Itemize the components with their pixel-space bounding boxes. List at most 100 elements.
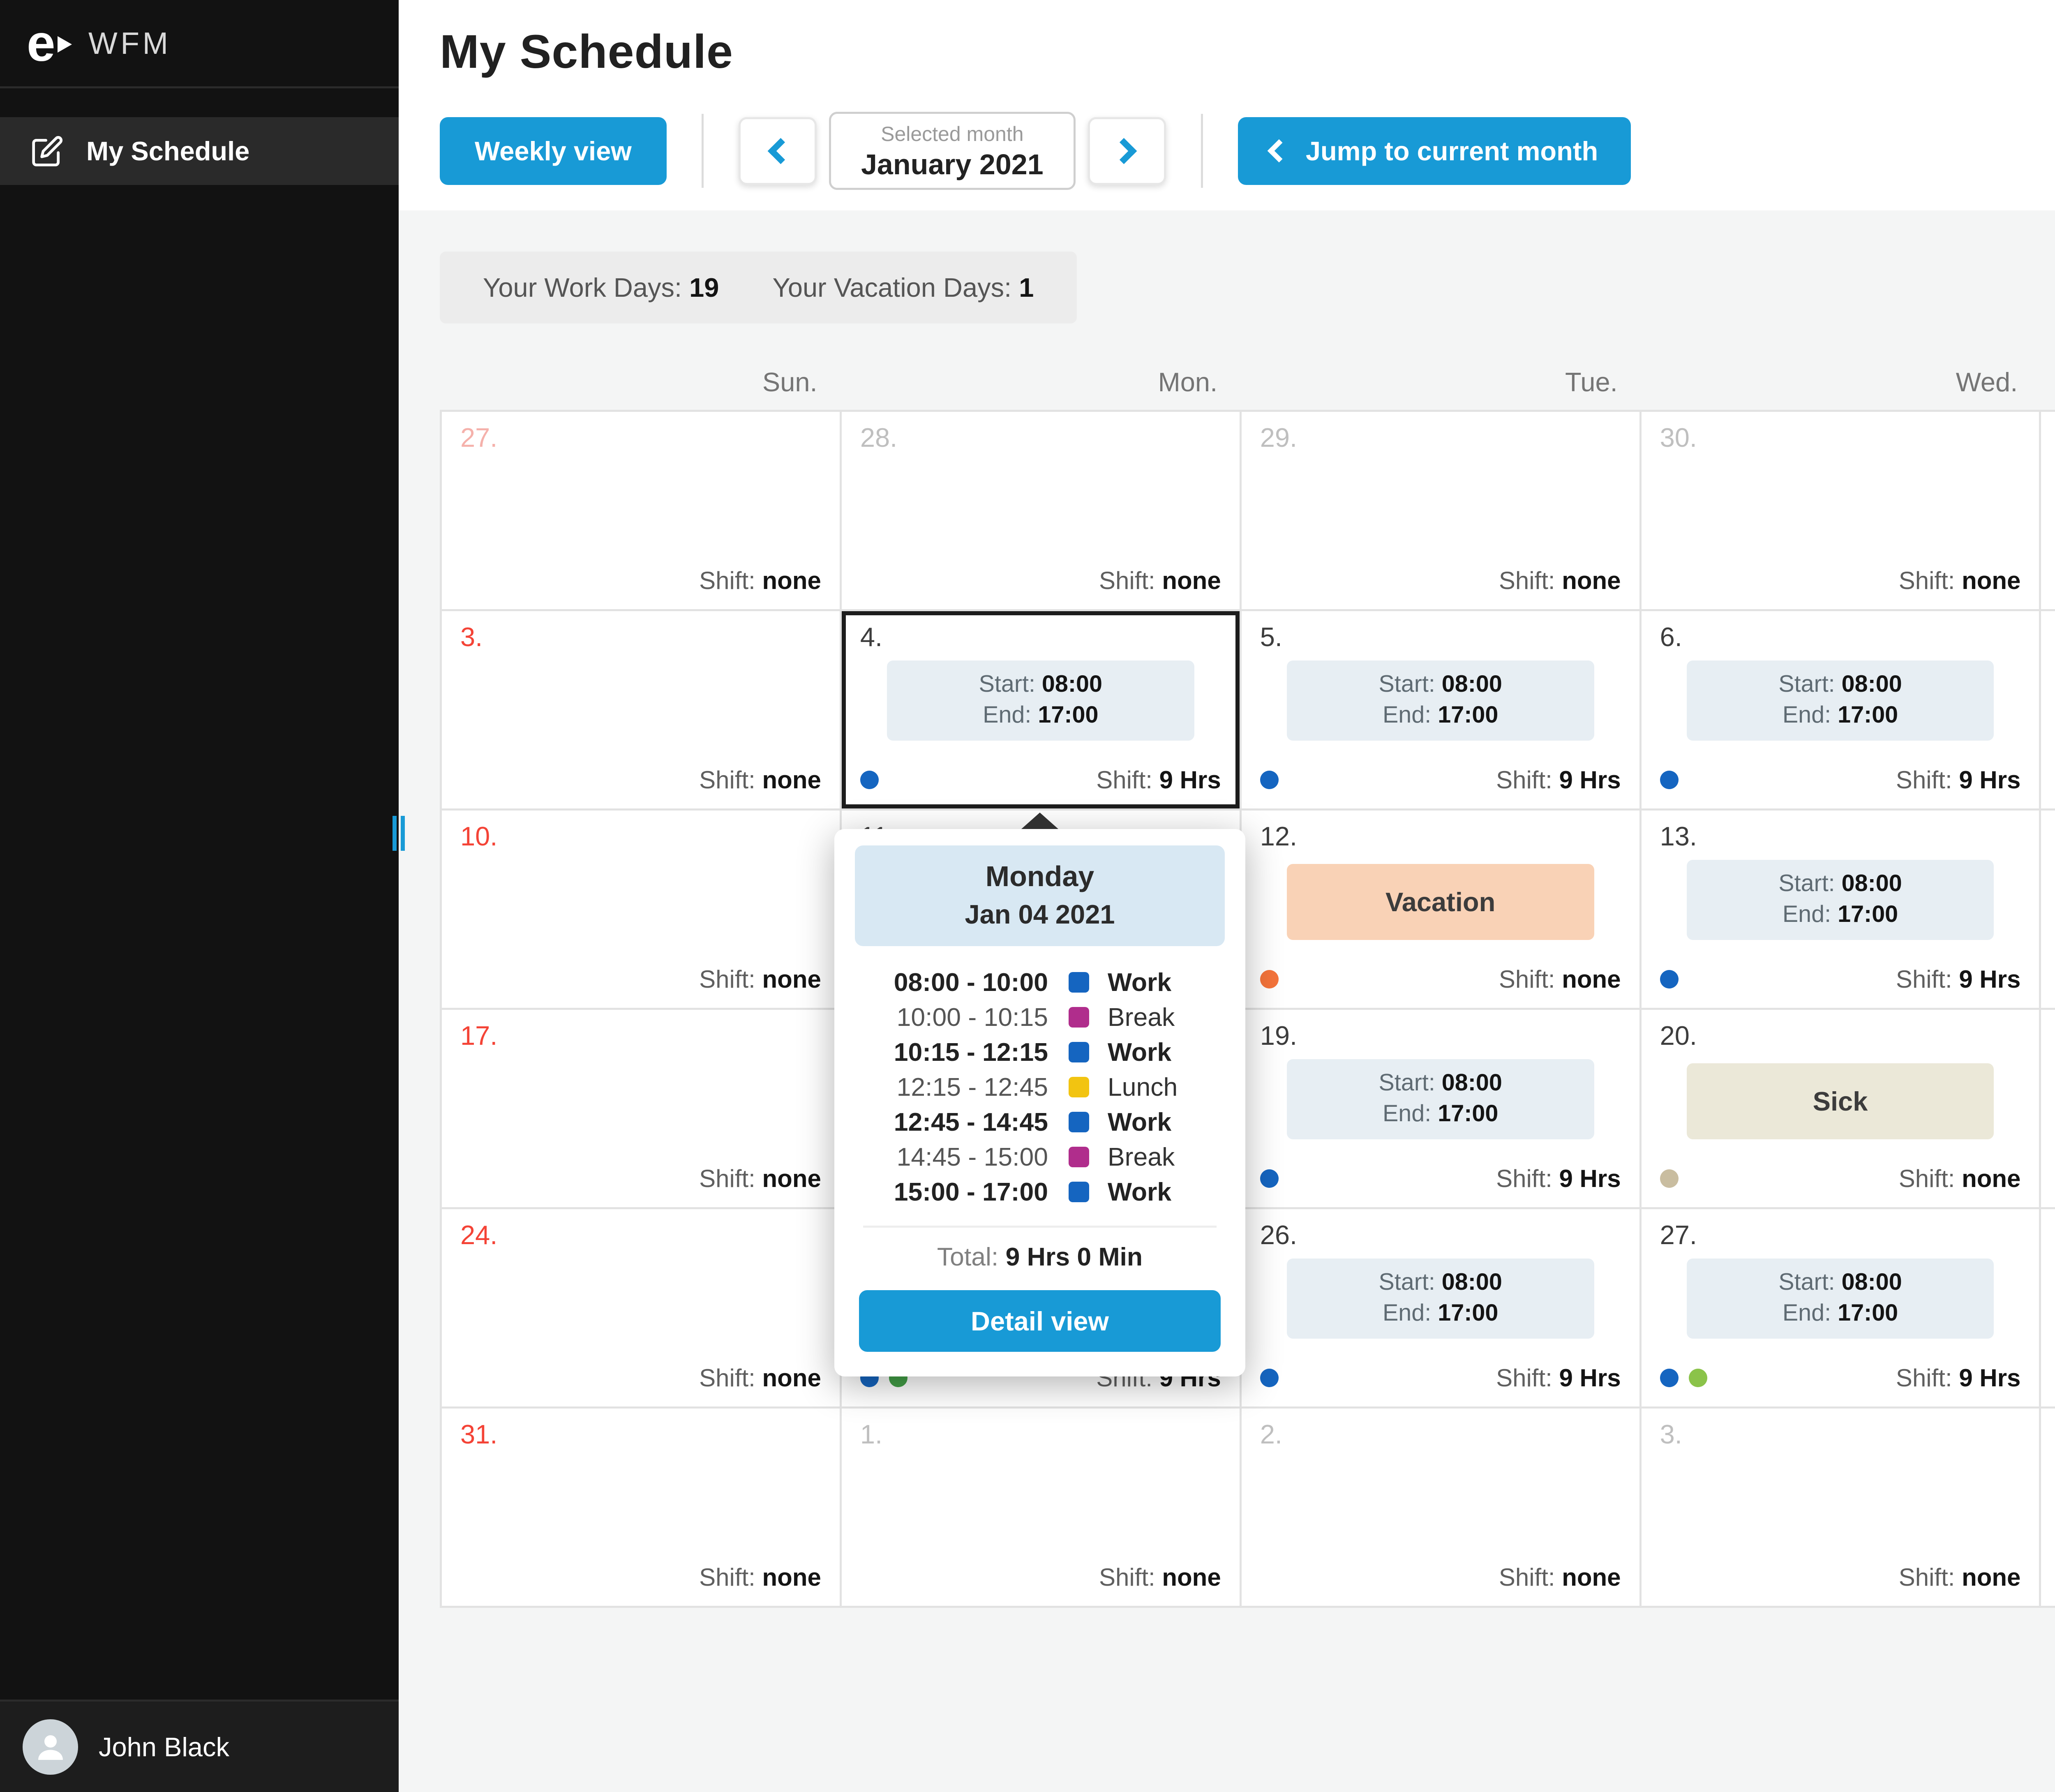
day-number: 24.: [460, 1220, 498, 1250]
stats-row: Your Work Days: 19 Your Vacation Days: 1…: [440, 252, 2055, 323]
shift-total: Shift: none: [1898, 1563, 2021, 1591]
schedule-entry: 10:00 - 10:15 Break: [859, 1000, 1221, 1035]
day-cell[interactable]: 13. Start: 08:00 End: 17:00 Shift: 9 Hrs: [1641, 811, 2041, 1010]
shift-time-box: Start: 08:00 End: 17:00: [887, 660, 1194, 741]
day-cell-footer: Shift: none: [860, 1563, 1221, 1591]
vacation-badge: Vacation: [1286, 864, 1594, 940]
shift-total: Shift: 9 Hrs: [1896, 766, 2021, 794]
shift-total: Shift: 9 Hrs: [1096, 766, 1221, 794]
day-cell[interactable]: 10. Shift: none: [442, 811, 842, 1010]
avatar: [23, 1719, 78, 1775]
entry-time: 10:15 - 12:15: [894, 1037, 1048, 1067]
entry-time: 10:00 - 10:15: [896, 1002, 1048, 1032]
day-number: 29.: [1260, 423, 1298, 453]
day-cell[interactable]: 19. Start: 08:00 End: 17:00 Shift: 9 Hrs: [1241, 1010, 1642, 1209]
day-cell[interactable]: 4. Start: 08:00 End: 17:00 Shift: 9 Hrs: [841, 611, 1242, 811]
user-row[interactable]: John Black: [0, 1700, 399, 1792]
shift-time-box: Start: 08:00 End: 17:00: [1686, 660, 1994, 741]
shift-total: Shift: none: [1499, 965, 1621, 993]
day-number: 17.: [460, 1021, 498, 1051]
entry-time: 12:45 - 14:45: [894, 1107, 1048, 1136]
day-number: 4.: [860, 622, 883, 652]
day-cell[interactable]: 6. Start: 08:00 End: 17:00 Shift: 9 Hrs: [1641, 611, 2041, 811]
day-cell[interactable]: 24. Shift: none: [442, 1209, 842, 1409]
shift-total: Shift: none: [1898, 1165, 2021, 1192]
day-cell[interactable]: 3. Shift: none: [442, 611, 842, 811]
edit-icon: [31, 135, 64, 168]
day-cell-footer: Shift: 9 Hrs: [1260, 766, 1621, 794]
blue-dot: [1260, 1169, 1279, 1188]
schedule-entry: 14:45 - 15:00 Break: [859, 1139, 1221, 1174]
sidebar-resize-handle[interactable]: [393, 816, 405, 851]
shift-total: Shift: none: [1898, 567, 2021, 594]
day-cell[interactable]: 5. Start: 08:00 End: 17:00 Shift: 9 Hrs: [1241, 611, 1642, 811]
day-cell[interactable]: 12. Vacation Shift: none: [1241, 811, 1642, 1010]
detail-view-button[interactable]: Detail view: [859, 1290, 1221, 1352]
sidebar-item-my-schedule[interactable]: My Schedule: [0, 117, 399, 185]
day-cell[interactable]: 2. Shift: none: [1241, 1409, 1642, 1608]
day-number: 31.: [460, 1419, 498, 1449]
weekday-label: Wed.: [1956, 367, 2018, 397]
shift-dots: [860, 771, 879, 789]
weekly-view-button[interactable]: Weekly view: [440, 117, 667, 185]
entry-label: Break: [1108, 1142, 1175, 1171]
day-cell-footer: Shift: none: [460, 1364, 821, 1392]
next-month-button[interactable]: [1088, 117, 1166, 185]
day-cell-footer: Shift: 9 Hrs: [1660, 1364, 2020, 1392]
day-cell-footer: Shift: none: [860, 566, 1221, 595]
shift-time-box: Start: 08:00 End: 17:00: [1686, 1259, 1994, 1339]
month-selector[interactable]: Selected month January 2021: [829, 112, 1076, 190]
day-cell-footer: Shift: 9 Hrs: [1660, 965, 2020, 993]
day-cell-footer: Shift: 9 Hrs: [860, 766, 1221, 794]
day-cell[interactable]: 28. Shift: none: [841, 412, 1242, 611]
work-color-icon: [1069, 1111, 1089, 1132]
day-cell[interactable]: 17. Shift: none: [442, 1010, 842, 1209]
day-cell-footer: Shift: none: [1660, 566, 2021, 595]
vacation-days-label: Your Vacation Days:: [772, 272, 1012, 303]
day-cell[interactable]: 30. Shift: none: [1641, 412, 2041, 611]
chevron-right-icon: [1111, 138, 1137, 164]
schedule-entry: 12:15 - 12:45 Lunch: [859, 1069, 1221, 1104]
toolbar-divider: [701, 114, 704, 188]
page-title: My Schedule: [440, 25, 733, 78]
break-color-icon: [1069, 1007, 1089, 1028]
day-cell-footer: Shift: 9 Hrs: [1660, 766, 2021, 794]
calendar-grid: 27. Shift: none 28. Shift: none 29. Shift: no…: [440, 410, 2055, 1608]
schedule-entry: 12:45 - 14:45 Work: [859, 1104, 1221, 1139]
day-number: 1.: [860, 1419, 883, 1449]
day-cell[interactable]: 31.Shift: none: [442, 1409, 842, 1608]
day-cell[interactable]: 29. Shift: none: [1241, 412, 1642, 611]
blue-dot: [860, 771, 879, 789]
shift-dots: [1260, 1369, 1279, 1387]
entry-label: Lunch: [1108, 1072, 1178, 1102]
page-header: My Schedule ? Weekly view Selected month…: [399, 0, 2055, 210]
day-cell[interactable]: 4.Shift: none: [2041, 1409, 2055, 1608]
day-cell[interactable]: 27. Shift: none: [442, 412, 842, 611]
popup-total-label: Total:: [937, 1242, 999, 1271]
day-cell[interactable]: 1. Shift: none: [841, 1409, 1242, 1608]
jump-to-current-month-button[interactable]: Jump to current month: [1238, 117, 1631, 185]
sick-badge: Sick: [1686, 1063, 1994, 1139]
day-cell[interactable]: 26. Start: 08:00 End: 17:00 Shift: 9 Hrs: [1241, 1209, 1642, 1409]
content-area: Your Work Days: 19 Your Vacation Days: 1…: [399, 210, 2055, 1792]
weekday-label: Tue.: [1565, 367, 1618, 397]
popup-day: Monday: [985, 860, 1094, 892]
shift-total: Shift: none: [699, 965, 821, 993]
day-cell[interactable]: 27. Start: 08:00 End: 17:00 Shift: 9 Hrs: [1641, 1209, 2041, 1409]
shift-dots: [1660, 970, 1679, 988]
shift-time-box: Start: 08:00 End: 17:00: [1286, 660, 1594, 741]
day-cell[interactable]: 3. Shift: none: [1641, 1409, 2041, 1608]
day-number: 28.: [860, 423, 898, 453]
shift-total: Shift: none: [699, 766, 821, 794]
work-days-label: Your Work Days:: [483, 272, 682, 303]
blue-dot: [1660, 1369, 1679, 1387]
prev-month-button[interactable]: [738, 117, 817, 185]
day-cell[interactable]: 31.Shift: none: [2041, 412, 2055, 611]
day-number: 3.: [1660, 1419, 1682, 1449]
shift-time-box: Start: 08:00 End: 17:00: [1286, 1059, 1594, 1139]
day-cell[interactable]: 20. Sick Shift: none: [1641, 1010, 2041, 1209]
